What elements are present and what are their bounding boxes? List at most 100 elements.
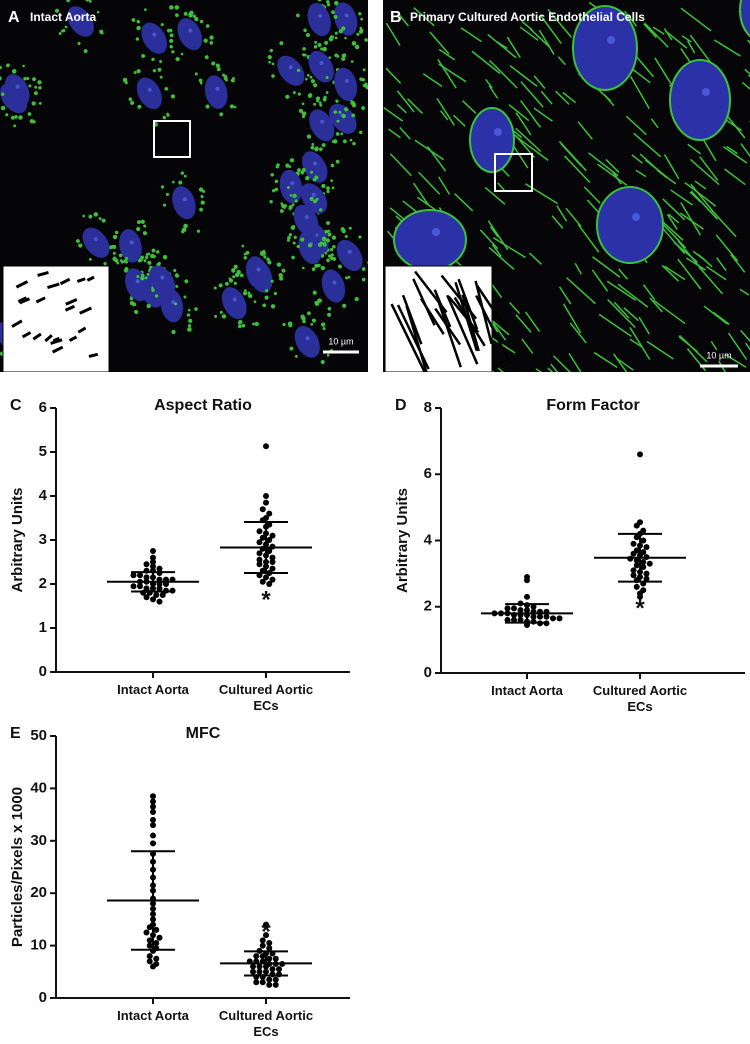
mitochondria <box>122 77 128 83</box>
mitochondria <box>315 197 319 201</box>
mitochondria <box>309 75 313 79</box>
mitochondria <box>350 100 355 106</box>
mitochondria <box>331 10 335 15</box>
mitochondria <box>318 299 322 303</box>
data-point <box>556 615 563 622</box>
mitochondria <box>326 221 330 225</box>
mitochondria <box>618 268 629 280</box>
mitochondria <box>562 91 577 104</box>
nucleolus <box>147 87 152 92</box>
mitochondria <box>174 302 178 306</box>
mitochondria <box>629 338 644 349</box>
mitochondria <box>174 273 179 277</box>
mitochondria <box>515 112 532 136</box>
data-point <box>517 617 524 623</box>
data-point <box>146 937 153 944</box>
mitochondria <box>525 183 558 205</box>
mitochondria <box>654 57 674 88</box>
mitochondria <box>209 35 214 40</box>
mitochondria <box>664 265 686 281</box>
mitochondria <box>279 41 284 46</box>
mitochondria <box>141 54 146 58</box>
mitochondria <box>365 84 368 90</box>
mitochondria <box>263 255 267 259</box>
mitochondria <box>350 60 354 63</box>
inset-mito <box>79 306 93 315</box>
mitochondria <box>151 288 155 292</box>
mitochondria <box>159 75 163 79</box>
mitochondria <box>539 14 562 45</box>
mitochondria <box>38 86 42 90</box>
panel-letter: B <box>390 9 402 26</box>
mitochondria <box>341 113 346 119</box>
mitochondria <box>198 187 204 192</box>
mitochondria <box>83 49 88 54</box>
data-point <box>263 574 269 581</box>
mitochondria <box>588 152 619 177</box>
mitochondria <box>0 76 2 81</box>
mitochondria <box>491 370 495 372</box>
mitochondria <box>187 324 192 328</box>
nucleus <box>82 227 110 258</box>
mitochondria <box>340 132 344 136</box>
mitochondria <box>399 127 411 140</box>
inset-mito <box>457 278 479 330</box>
data-point <box>640 537 647 544</box>
mitochondria <box>175 56 180 62</box>
mitochondria <box>488 246 515 271</box>
inset-mito <box>401 294 423 345</box>
nucleolus <box>288 65 293 70</box>
mitochondria <box>296 68 301 73</box>
panel-label: D <box>395 397 407 414</box>
mitochondria <box>540 90 553 105</box>
mitochondria <box>253 300 257 304</box>
mitochondria <box>562 303 582 334</box>
mitochondria <box>615 357 634 371</box>
mitochondria <box>288 233 292 237</box>
y-tick-label: 6 <box>39 399 47 416</box>
mitochondria <box>162 203 167 207</box>
mitochondria <box>237 324 242 329</box>
data-point <box>150 559 156 565</box>
mitochondria <box>291 203 295 207</box>
data-point <box>269 554 276 561</box>
mitochondria <box>199 81 203 85</box>
data-point <box>150 793 156 800</box>
data-point <box>640 564 647 570</box>
nucleus <box>333 2 358 36</box>
mitochondria <box>344 234 348 239</box>
mitochondria <box>288 205 293 210</box>
mitochondria <box>269 48 274 53</box>
mitochondria <box>354 44 360 50</box>
mitochondria <box>489 226 499 238</box>
mitochondria <box>271 74 275 78</box>
inset-mito <box>51 345 64 354</box>
mitochondria <box>237 272 240 275</box>
mitochondria <box>165 192 169 197</box>
mitochondria <box>438 48 456 61</box>
mitochondria <box>652 26 665 35</box>
mitochondria <box>324 251 328 255</box>
nucleus <box>739 0 750 38</box>
mitochondria <box>677 258 702 290</box>
mitochondria <box>316 99 320 103</box>
data-point <box>633 562 640 569</box>
mitochondria <box>144 276 148 280</box>
mitochondria <box>311 267 316 271</box>
mitochondria <box>173 268 177 273</box>
mitochondria <box>722 146 748 164</box>
mitochondria <box>629 327 651 360</box>
mitochondria <box>270 279 274 283</box>
mitochondria <box>103 262 107 266</box>
mitochondria <box>300 170 305 175</box>
mitochondria <box>136 226 141 232</box>
mitochondria <box>23 76 27 81</box>
mitochondria <box>606 280 637 301</box>
y-tick-label: 1 <box>39 619 47 636</box>
mitochondria <box>242 291 248 296</box>
mitochondria <box>305 175 310 181</box>
data-point <box>143 561 150 568</box>
mitochondria <box>175 13 179 18</box>
mitochondria <box>673 241 699 263</box>
data-point <box>146 958 153 965</box>
